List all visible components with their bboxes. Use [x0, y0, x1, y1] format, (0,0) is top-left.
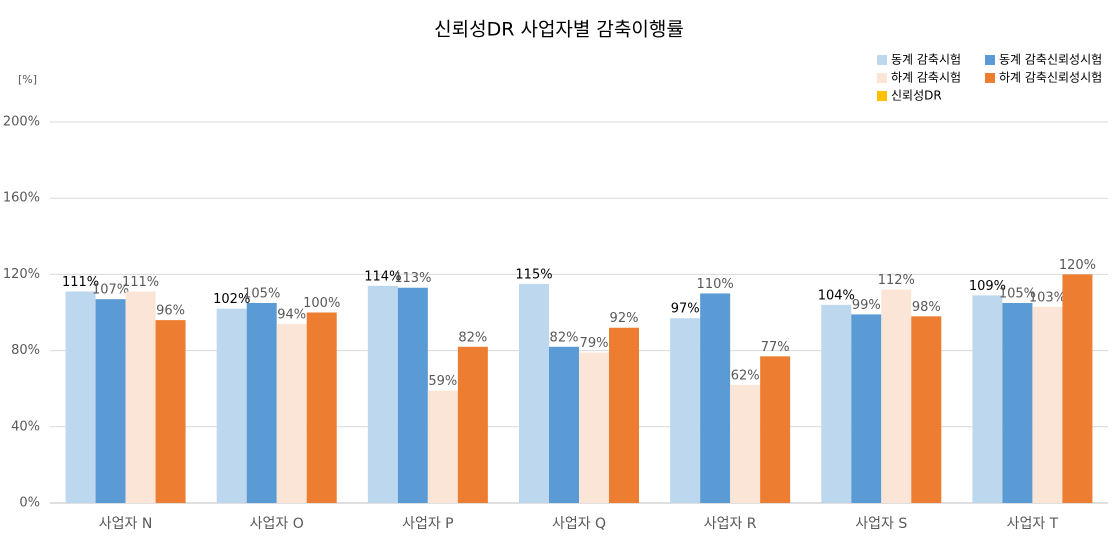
- bar: [670, 318, 701, 503]
- y-tick-label: 120%: [3, 267, 40, 282]
- x-tick-label: 사업자 T: [1007, 516, 1059, 532]
- data-label: 107%: [92, 283, 129, 298]
- bar: [246, 302, 277, 503]
- data-label: 98%: [912, 300, 941, 315]
- data-label: 110%: [697, 277, 734, 292]
- y-tick-label: 0%: [19, 496, 40, 511]
- y-tick-label: 160%: [3, 191, 40, 206]
- data-label: 99%: [852, 298, 881, 313]
- bar: [397, 287, 428, 503]
- y-tick-label: 40%: [11, 419, 40, 434]
- bar: [609, 327, 639, 503]
- bar: [730, 384, 761, 503]
- data-label: 82%: [550, 330, 579, 345]
- bar: [125, 291, 156, 503]
- data-label: 111%: [122, 275, 159, 290]
- legend-swatch: [877, 73, 887, 83]
- legend-swatch: [985, 73, 995, 83]
- data-label: 105%: [999, 286, 1036, 301]
- bar: [549, 346, 579, 503]
- data-label: 62%: [731, 368, 760, 383]
- x-tick-label: 사업자 P: [402, 516, 454, 532]
- bar: [276, 323, 307, 503]
- bar: [881, 289, 912, 503]
- data-label: 113%: [394, 271, 431, 286]
- legend-label: 동계 감축신뢰성시험: [999, 53, 1102, 67]
- bar: [65, 291, 96, 503]
- x-tick-label: 사업자 R: [704, 516, 757, 532]
- legend-swatch: [985, 55, 995, 65]
- data-label: 120%: [1059, 258, 1096, 273]
- data-label: 97%: [671, 302, 700, 317]
- bar: [427, 390, 458, 503]
- data-label: 77%: [761, 340, 790, 355]
- data-label: 79%: [580, 336, 609, 351]
- y-tick-label: 200%: [3, 115, 40, 130]
- bar: [851, 314, 882, 503]
- bar: [155, 320, 186, 503]
- data-label: 114%: [364, 269, 401, 284]
- bar: [821, 304, 852, 503]
- legend-label: 하계 감축시험: [891, 71, 961, 85]
- data-label: 82%: [458, 330, 487, 345]
- y-tick-label: 80%: [11, 343, 40, 358]
- x-tick-label: 사업자 Q: [552, 516, 606, 532]
- bar: [911, 316, 942, 503]
- data-label: 102%: [213, 292, 250, 307]
- bar: [1032, 306, 1063, 503]
- data-label: 103%: [1029, 290, 1066, 305]
- data-label: 96%: [156, 304, 185, 319]
- chart-title: 신뢰성DR 사업자별 감축이행률: [434, 19, 684, 41]
- legend-swatch: [877, 91, 887, 101]
- bar: [519, 283, 549, 503]
- y-axis-label: [%]: [18, 73, 37, 86]
- bar: [700, 293, 731, 503]
- data-label: 92%: [610, 311, 639, 326]
- x-tick-label: 사업자 O: [250, 516, 304, 532]
- legend-label: 하계 감축신뢰성시험: [999, 71, 1102, 85]
- bar: [306, 312, 337, 503]
- data-label: 115%: [515, 267, 552, 282]
- bar: [95, 299, 126, 503]
- bar: [1002, 302, 1033, 503]
- legend-label: 신뢰성DR: [891, 89, 942, 103]
- bar: [972, 295, 1003, 503]
- data-label: 112%: [878, 273, 915, 288]
- bar: [760, 356, 791, 503]
- data-label: 111%: [62, 275, 99, 290]
- data-label: 109%: [969, 279, 1006, 294]
- legend-swatch: [877, 55, 887, 65]
- data-label: 105%: [243, 286, 280, 301]
- bar: [1062, 274, 1093, 503]
- bar: [457, 346, 488, 503]
- data-label: 59%: [428, 374, 457, 389]
- bar: [579, 352, 609, 503]
- x-tick-label: 사업자 N: [99, 516, 153, 532]
- x-tick-label: 사업자 S: [855, 516, 907, 532]
- bar: [367, 285, 398, 503]
- data-label: 100%: [303, 296, 340, 311]
- bar: [216, 308, 247, 503]
- data-label: 94%: [277, 307, 306, 322]
- data-label: 104%: [818, 288, 855, 303]
- legend-label: 동계 감축시험: [891, 53, 961, 67]
